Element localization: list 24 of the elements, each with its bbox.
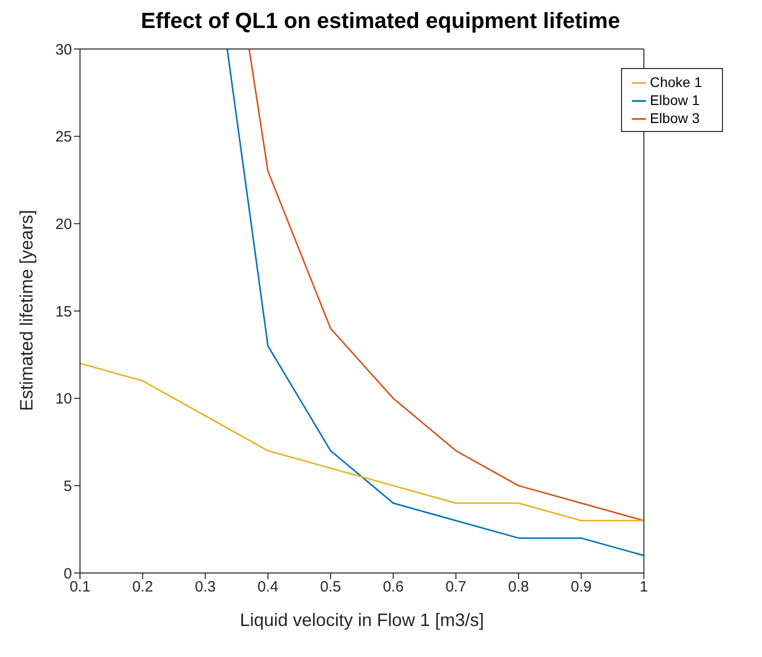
y-tick-label: 30 <box>55 41 72 58</box>
legend-label: Choke 1 <box>650 74 702 90</box>
x-tick-label: 0.6 <box>382 578 404 596</box>
x-tick-label: 0.1 <box>70 578 90 596</box>
y-tick-label: 20 <box>55 216 72 233</box>
y-axis-title: Estimated lifetime [years] <box>16 210 36 411</box>
x-axis-title: Liquid velocity in Flow 1 [m3/s] <box>240 610 484 630</box>
y-tick-label: 25 <box>55 128 72 146</box>
x-tick-label: 0.7 <box>445 578 466 596</box>
x-tick-label: 0.9 <box>570 578 592 596</box>
y-tick-label: 5 <box>64 478 72 495</box>
y-tick-label: 15 <box>55 303 72 320</box>
x-tick-label: 0.2 <box>132 578 154 596</box>
line-series <box>80 362 644 522</box>
y-tick-label: 10 <box>55 390 72 408</box>
legend-label: Elbow 1 <box>650 92 700 108</box>
x-tick-label: 0.4 <box>258 578 278 596</box>
x-tick-label: 1 <box>640 578 648 596</box>
x-tick-label: 0.8 <box>508 578 529 596</box>
legend-label: Elbow 3 <box>650 110 700 126</box>
y-tick-label: 0 <box>64 565 72 582</box>
x-tick-label: 0.3 <box>194 578 216 596</box>
chart-title: Effect of QL1 on estimated equipment lifetime <box>140 8 622 35</box>
x-tick-label: 0.5 <box>320 578 342 596</box>
